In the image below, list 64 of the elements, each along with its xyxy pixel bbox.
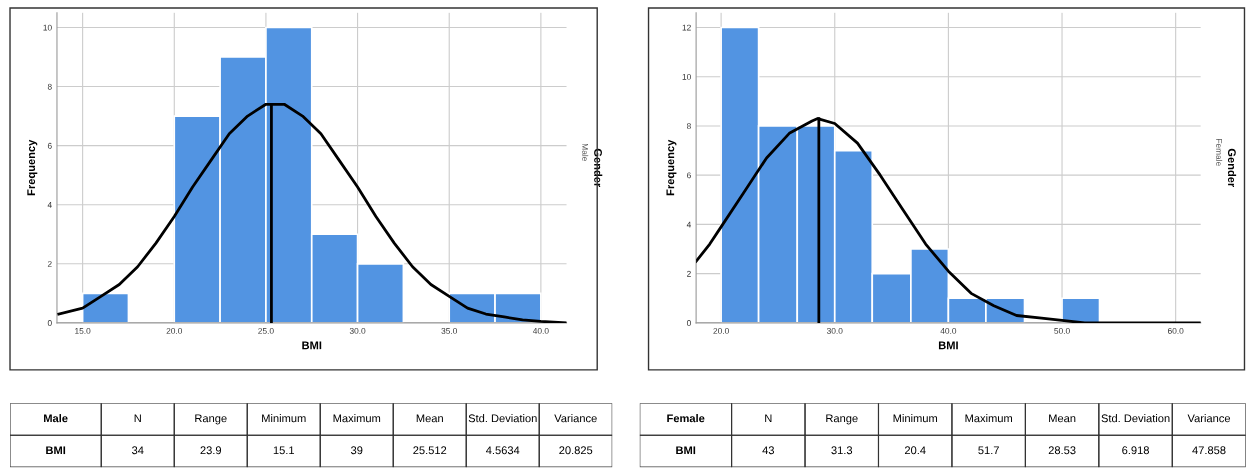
category-label: Variance — [1187, 414, 1231, 423]
text: Male — [582, 143, 589, 161]
x-tick-label: 60.0 — [1167, 327, 1184, 334]
category-label: N — [765, 414, 772, 423]
category-label: Minimum — [262, 414, 306, 423]
category-label: Female — [667, 414, 705, 423]
category-label: Mean — [416, 414, 443, 423]
y-tick-label: 4 — [47, 202, 52, 208]
y-tick-label: 10 — [43, 24, 52, 31]
y-axis-title: Frequency — [27, 139, 38, 196]
y-tick-label: 12 — [682, 24, 691, 31]
x-tick-label: 35.0 — [441, 327, 457, 334]
text: 34 — [132, 446, 144, 455]
y-tick-label: 2 — [47, 261, 52, 267]
text: BMI — [676, 446, 696, 455]
x-tick-label: 40.0 — [532, 327, 549, 334]
category-label: N — [134, 414, 141, 423]
x-tick-label: 40.0 — [940, 327, 957, 334]
text: 39 — [350, 446, 363, 455]
y-tick-label: 0 — [686, 320, 691, 326]
x-tick-label: 25.0 — [258, 327, 274, 334]
x-tick-label: 30.0 — [349, 327, 366, 334]
category-label: Std. Deviation — [468, 414, 537, 423]
x-tick-label: 20.0 — [166, 327, 183, 334]
text: Gender — [1227, 148, 1237, 188]
x-axis-title: BMI — [302, 341, 322, 350]
x-tick-label: 15.0 — [75, 327, 91, 334]
x-tick-label: 20.0 — [713, 327, 729, 334]
text: 15.1 — [273, 446, 295, 455]
y-tick-label: 4 — [686, 221, 692, 228]
y-tick-label: 10 — [682, 73, 691, 80]
category-label: Range — [826, 414, 858, 425]
category-label: Range — [195, 414, 227, 425]
x-tick-label: 30.0 — [826, 327, 843, 334]
text: Female — [1216, 139, 1223, 166]
text: 28.53 — [1048, 446, 1076, 455]
y-tick-label: 8 — [686, 123, 691, 130]
x-axis-title: BMI — [938, 341, 958, 350]
text: 43 — [762, 446, 774, 455]
text: 4.5634 — [486, 446, 520, 455]
category-label: Mean — [1049, 414, 1076, 423]
category-label: Minimum — [893, 414, 938, 423]
text: 51.7 — [978, 446, 999, 455]
y-axis-title: Frequency — [666, 139, 677, 196]
text: 20.825 — [559, 446, 593, 455]
x-tick-label: 50.0 — [1054, 327, 1070, 334]
text: 31.3 — [831, 446, 853, 455]
text: 6.918 — [1122, 446, 1149, 455]
category-label: Male — [44, 414, 68, 423]
text: 20.4 — [904, 446, 926, 455]
y-tick-label: 2 — [687, 270, 691, 277]
category-label: Std. Deviation — [1101, 414, 1170, 423]
text: 25.512 — [413, 446, 447, 455]
y-tick-label: 8 — [47, 83, 52, 90]
y-tick-label: 6 — [687, 172, 691, 179]
text: BMI — [46, 446, 66, 455]
text: Gender — [594, 148, 603, 188]
text: 23.9 — [200, 446, 222, 455]
y-tick-label: 6 — [47, 142, 52, 149]
category-label: Maximum — [333, 414, 381, 423]
text: 47.858 — [1192, 446, 1226, 455]
category-label: Variance — [554, 414, 597, 423]
y-tick-label: 0 — [47, 320, 52, 326]
category-label: Maximum — [965, 414, 1013, 423]
